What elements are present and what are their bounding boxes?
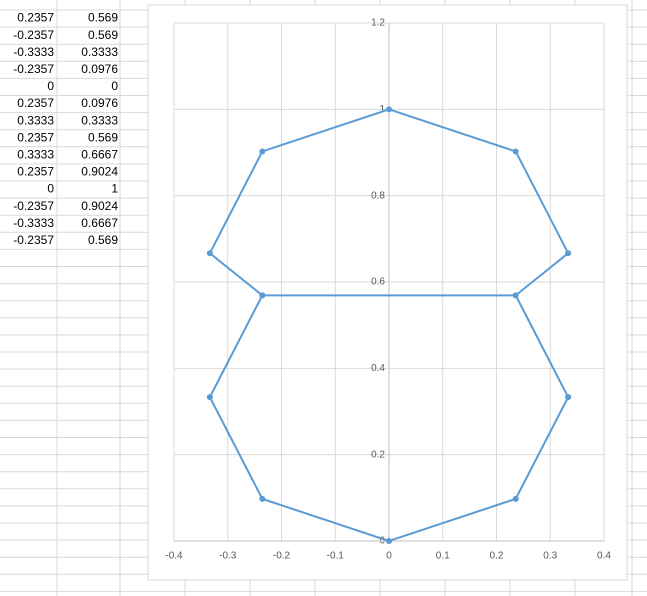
cell: -0.3333: [13, 216, 54, 230]
point: [386, 538, 392, 544]
cell: -0.3333: [13, 45, 54, 59]
x-tick-label: -0.3: [219, 551, 237, 562]
point: [512, 148, 519, 155]
cell: 0.569: [88, 233, 118, 247]
point: [565, 250, 572, 257]
x-tick-label: 0: [386, 551, 392, 562]
y-tick-label: 0.8: [371, 190, 385, 201]
cell: 0.2357: [17, 165, 54, 179]
x-tick-label: 0.3: [543, 551, 557, 562]
cell: 0.3333: [17, 147, 54, 161]
x-tick-label: 0.1: [436, 551, 450, 562]
cell: 0.9024: [81, 165, 118, 179]
cell: 0.569: [88, 130, 118, 144]
point: [386, 106, 392, 113]
cell: 0.3333: [17, 113, 54, 127]
cells: 0.2357 0.569 -0.2357 0.569 -0.3333 0.3333 -0.2…: [13, 11, 118, 247]
x-tick-label: -0.2: [273, 551, 291, 562]
y-tick-label: 0.6: [371, 277, 385, 288]
point: [206, 394, 213, 401]
point: [565, 394, 572, 401]
point: [259, 292, 266, 299]
y-tick-label: 1: [379, 104, 385, 115]
cell: 0: [47, 182, 54, 196]
x-tick-label: 0.2: [490, 551, 504, 562]
cell: 0.3333: [81, 45, 118, 59]
x-tick-label: 0.4: [597, 551, 611, 562]
chart-area[interactable]: [147, 4, 628, 581]
cell: 0.569: [88, 28, 118, 42]
point: [206, 250, 213, 257]
cell: 0.2357: [17, 11, 54, 25]
x-tick-label: -0.4: [165, 551, 183, 562]
cell: -0.2357: [13, 199, 54, 213]
cell: 0.6667: [81, 216, 118, 230]
cell: 0.569: [88, 11, 118, 25]
cell: 0.2357: [17, 130, 54, 144]
cell: -0.2357: [13, 62, 54, 76]
cell: 0.0976: [81, 62, 118, 76]
cell: -0.2357: [13, 28, 54, 42]
cell: 0.3333: [81, 113, 118, 127]
point: [259, 495, 266, 502]
cell: 0.0976: [81, 96, 118, 110]
y-tick-label: 0.4: [371, 363, 385, 374]
cell: -0.2357: [13, 233, 54, 247]
point: [259, 148, 266, 155]
chart: -0.4 -0.3 -0.2 -0.1 0 0.1 0.2 0.3 0.400.20.40.60…: [165, 18, 611, 562]
cell: 0.2357: [17, 96, 54, 110]
cell: 0: [111, 79, 118, 93]
cell: 0: [47, 79, 54, 93]
point: [512, 495, 519, 502]
point: [512, 292, 519, 299]
cell: 0.9024: [81, 199, 118, 213]
series-line: [208, 108, 570, 543]
cell: 1: [111, 182, 118, 196]
y-tick-label: 1.2: [371, 18, 385, 29]
y-tick-label: 0.2: [371, 449, 385, 460]
cell: 0.6667: [81, 147, 118, 161]
x-tick-label: -0.1: [327, 551, 345, 562]
